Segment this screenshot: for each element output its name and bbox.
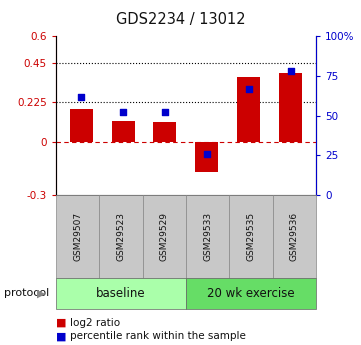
Bar — [237, 77, 260, 142]
Bar — [70, 109, 93, 142]
Bar — [112, 121, 135, 142]
Text: 20 wk exercise: 20 wk exercise — [207, 287, 295, 300]
Point — [288, 68, 293, 74]
Point — [204, 151, 210, 156]
Text: GSM29533: GSM29533 — [203, 212, 212, 261]
Bar — [153, 122, 177, 142]
Bar — [195, 142, 218, 172]
Text: GSM29529: GSM29529 — [160, 212, 169, 261]
Text: percentile rank within the sample: percentile rank within the sample — [70, 332, 246, 341]
Text: GSM29523: GSM29523 — [117, 212, 125, 261]
Point — [120, 110, 126, 115]
Text: GSM29507: GSM29507 — [73, 212, 82, 261]
Point — [246, 86, 252, 91]
Point — [78, 94, 84, 99]
Text: ■: ■ — [56, 318, 66, 327]
Text: ▶: ▶ — [37, 288, 46, 298]
Bar — [279, 73, 302, 142]
Point — [162, 110, 168, 115]
Text: ■: ■ — [56, 332, 66, 341]
Text: GSM29536: GSM29536 — [290, 212, 299, 261]
Text: GDS2234 / 13012: GDS2234 / 13012 — [116, 12, 245, 27]
Text: protocol: protocol — [4, 288, 49, 298]
Text: GSM29535: GSM29535 — [247, 212, 255, 261]
Text: log2 ratio: log2 ratio — [70, 318, 121, 327]
Text: baseline: baseline — [96, 287, 146, 300]
